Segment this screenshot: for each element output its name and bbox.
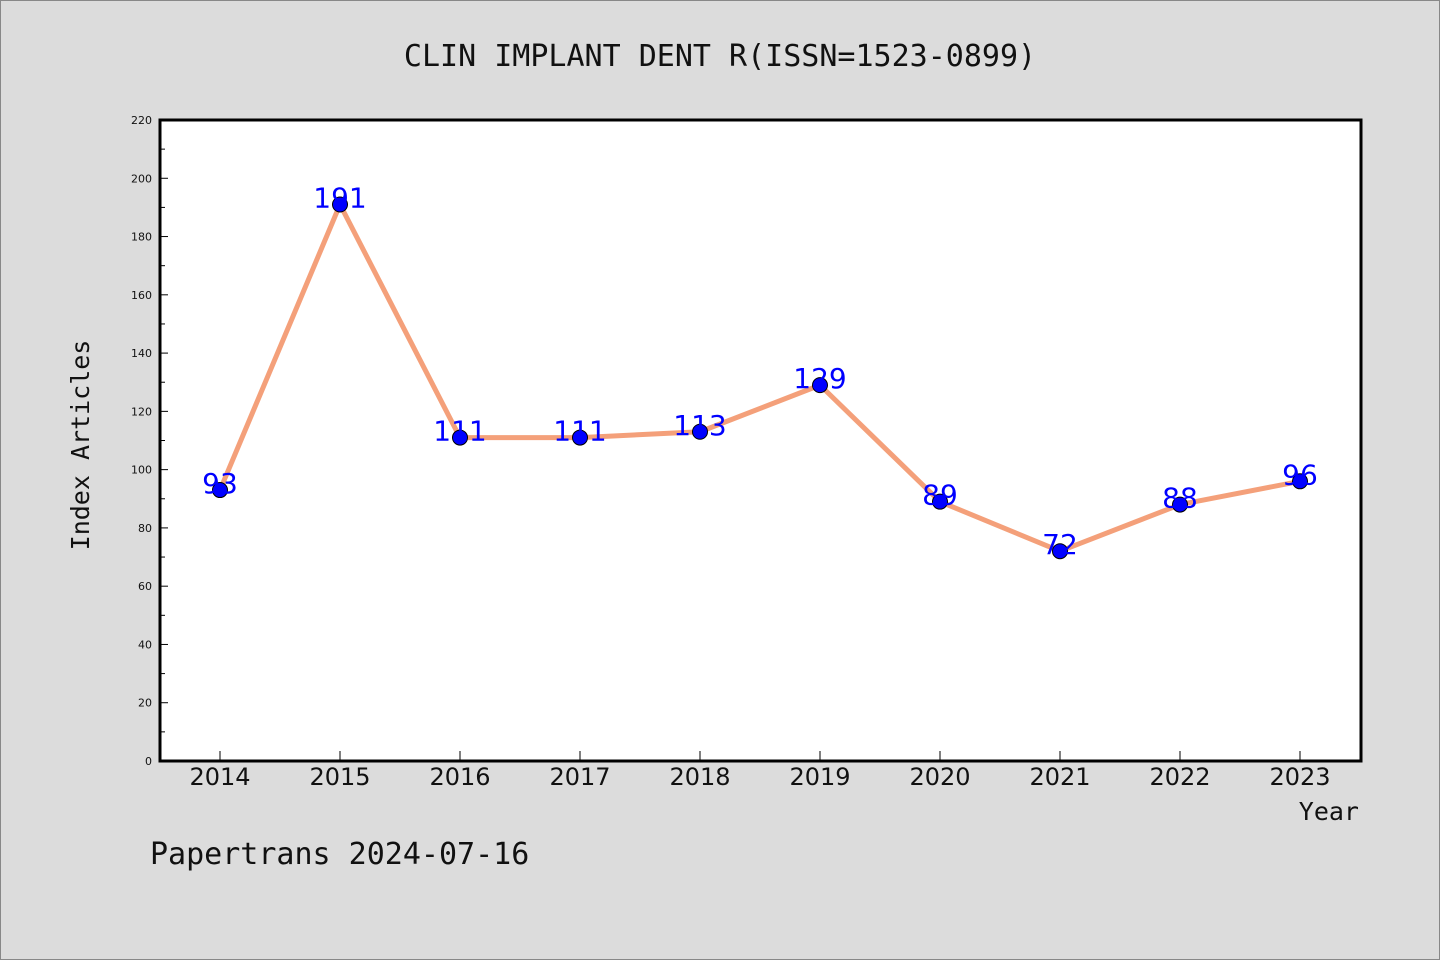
data-point xyxy=(812,377,828,394)
x-tick-label: 2016 xyxy=(429,763,490,791)
y-tick-label: 0 xyxy=(145,755,152,768)
x-tick-label: 2020 xyxy=(909,763,970,791)
y-tick-label: 60 xyxy=(138,580,152,593)
y-axis: 0 20 40 60 80 100 120 140 160 180 200 220 xyxy=(131,114,168,768)
y-tick-label: 200 xyxy=(131,172,152,185)
y-axis-label: Index Articles xyxy=(66,340,95,551)
data-label: 93 xyxy=(202,467,238,500)
data-label: 191 xyxy=(313,181,366,214)
data-label: 129 xyxy=(793,362,846,395)
data-point xyxy=(692,423,708,440)
x-tick-label: 2014 xyxy=(189,763,250,791)
x-tick-label: 2019 xyxy=(789,763,850,791)
data-label: 111 xyxy=(433,415,486,448)
footer-text: Papertrans 2024-07-16 xyxy=(150,837,529,872)
data-point xyxy=(1292,473,1308,490)
data-point xyxy=(1052,543,1068,560)
y-tick-label: 220 xyxy=(131,114,152,127)
y-tick-label: 80 xyxy=(138,522,152,535)
data-point xyxy=(1172,496,1188,513)
data-label: 113 xyxy=(673,409,726,442)
y-tick-label: 160 xyxy=(131,289,152,302)
y-tick-label: 100 xyxy=(131,464,152,477)
data-labels: 93 191 111 111 113 129 89 72 88 96 xyxy=(202,181,1318,561)
data-label: 96 xyxy=(1282,458,1318,491)
data-points xyxy=(212,196,1308,560)
data-point xyxy=(452,429,468,446)
y-tick-label: 180 xyxy=(131,231,152,244)
data-label: 89 xyxy=(922,479,958,512)
x-tick-label: 2022 xyxy=(1149,763,1210,791)
data-point xyxy=(332,196,348,213)
x-tick-label: 2021 xyxy=(1029,763,1090,791)
x-axis: 2014 2015 2016 2017 2018 2019 2020 2021 2022 2023 xyxy=(189,751,1331,791)
chart-title: CLIN IMPLANT DENT R(ISSN=1523-0899) xyxy=(404,39,1036,74)
y-tick-label: 20 xyxy=(138,697,152,710)
plot-area xyxy=(158,118,1363,763)
y-tick-label: 120 xyxy=(131,405,152,418)
x-tick-label: 2023 xyxy=(1269,763,1330,791)
data-label: 111 xyxy=(553,415,606,448)
y-tick-label: 140 xyxy=(131,347,152,360)
series-line xyxy=(217,201,1301,554)
x-axis-label: Year xyxy=(1299,797,1359,826)
y-tick-label: 40 xyxy=(138,638,152,651)
x-tick-label: 2015 xyxy=(309,763,370,791)
x-tick-label: 2017 xyxy=(549,763,610,791)
data-point xyxy=(212,482,228,499)
x-tick-label: 2018 xyxy=(669,763,730,791)
data-point xyxy=(572,429,588,446)
data-label: 88 xyxy=(1162,482,1198,515)
data-label: 72 xyxy=(1042,528,1078,561)
data-point xyxy=(932,493,948,510)
